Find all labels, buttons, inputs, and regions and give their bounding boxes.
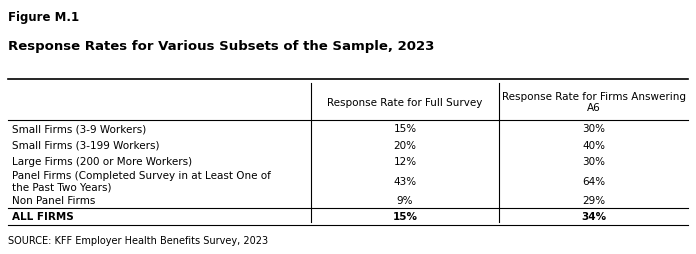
Text: 29%: 29% xyxy=(582,195,605,205)
Text: 34%: 34% xyxy=(581,212,606,221)
Text: 43%: 43% xyxy=(393,176,417,186)
Text: 15%: 15% xyxy=(393,124,417,134)
Text: 12%: 12% xyxy=(393,156,417,167)
Text: ALL FIRMS: ALL FIRMS xyxy=(12,212,74,221)
Text: Small Firms (3-199 Workers): Small Firms (3-199 Workers) xyxy=(12,140,159,150)
Text: 64%: 64% xyxy=(582,176,605,186)
Text: Panel Firms (Completed Survey in at Least One of
the Past Two Years): Panel Firms (Completed Survey in at Leas… xyxy=(12,170,271,192)
Text: Response Rate for Firms Answering
A6: Response Rate for Firms Answering A6 xyxy=(502,91,686,113)
Text: Response Rate for Full Survey: Response Rate for Full Survey xyxy=(327,97,483,107)
Text: 40%: 40% xyxy=(582,140,605,150)
Text: Small Firms (3-9 Workers): Small Firms (3-9 Workers) xyxy=(12,124,146,134)
Text: 9%: 9% xyxy=(397,195,413,205)
Text: Figure M.1: Figure M.1 xyxy=(8,11,79,24)
Text: Response Rates for Various Subsets of the Sample, 2023: Response Rates for Various Subsets of th… xyxy=(8,39,435,52)
Text: Large Firms (200 or More Workers): Large Firms (200 or More Workers) xyxy=(12,156,192,167)
Text: Non Panel Firms: Non Panel Firms xyxy=(12,195,95,205)
Text: SOURCE: KFF Employer Health Benefits Survey, 2023: SOURCE: KFF Employer Health Benefits Sur… xyxy=(8,235,269,245)
Text: 30%: 30% xyxy=(582,124,605,134)
Text: 30%: 30% xyxy=(582,156,605,167)
Text: 15%: 15% xyxy=(393,212,418,221)
Text: 20%: 20% xyxy=(393,140,417,150)
